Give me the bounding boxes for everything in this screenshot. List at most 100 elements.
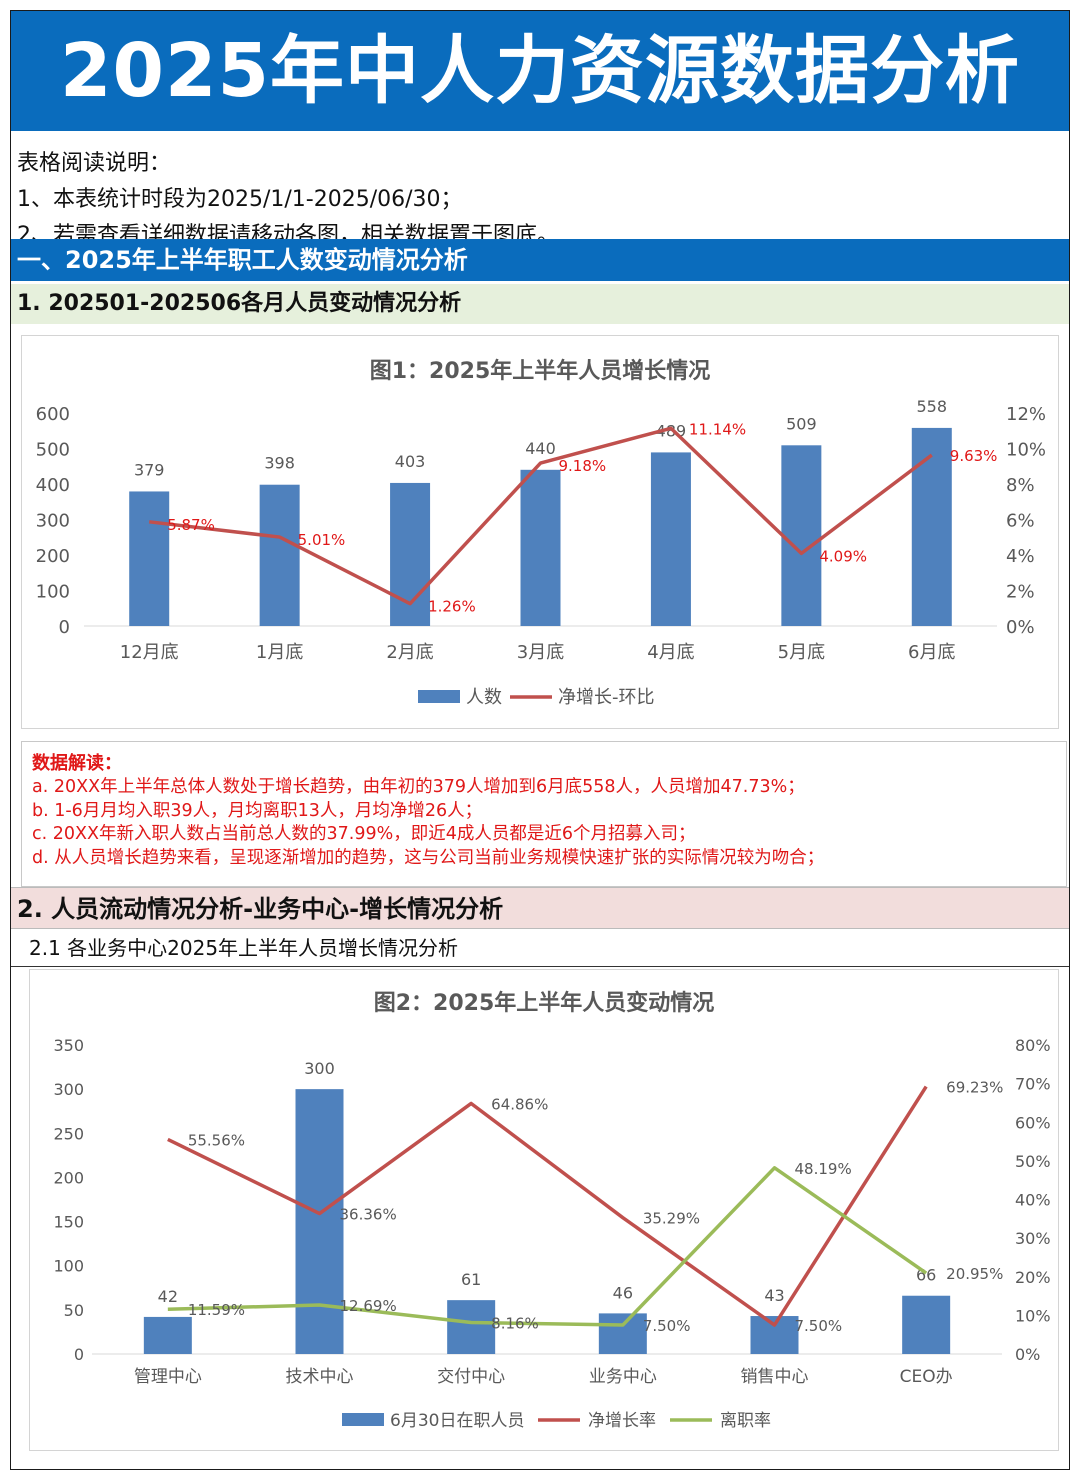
chart-1-y-left-tick: 400 bbox=[36, 475, 70, 496]
chart-2-legend: 6月30日在职人员 净增长率 离职率 bbox=[342, 1411, 771, 1431]
interpretation-b: b. 1-6月月均入职39人，月均离职13人，月均净增26人； bbox=[32, 800, 483, 821]
chart-1-y-left-tick: 100 bbox=[36, 582, 70, 603]
legend-label-growth: 净增长-环比 bbox=[558, 687, 655, 708]
chart-1-bar-label: 379 bbox=[134, 460, 165, 479]
chart-1-y-left-tick: 300 bbox=[36, 511, 70, 532]
chart-2-leave-label: 20.95% bbox=[946, 1265, 1003, 1283]
chart-1-category-label: 12月底 bbox=[120, 642, 179, 663]
chart-1-bar bbox=[520, 469, 561, 626]
chart-2-bar-label: 43 bbox=[764, 1286, 784, 1305]
chart-2-bar bbox=[750, 1316, 799, 1354]
chart-2-y-left-tick: 300 bbox=[53, 1080, 84, 1099]
chart-2-y-left-tick: 0 bbox=[74, 1345, 84, 1364]
chart-2-y-right-tick: 70% bbox=[1015, 1075, 1051, 1094]
chart-2-category-label: 交付中心 bbox=[437, 1367, 505, 1387]
notes-heading: 表格阅读说明： bbox=[17, 151, 172, 176]
chart-1-legend: 人数 净增长-环比 bbox=[418, 687, 655, 708]
chart-1-y-right-tick: 2% bbox=[1006, 582, 1035, 603]
chart-1-y-right-tick: 4% bbox=[1006, 546, 1035, 567]
chart-2-y-right-tick: 30% bbox=[1015, 1229, 1051, 1248]
chart-2-growth-label: 36.36% bbox=[340, 1206, 397, 1224]
legend-swatch-employees bbox=[342, 1413, 384, 1426]
chart-2-y-left-tick: 100 bbox=[53, 1257, 84, 1276]
chart-1-y-right-tick: 8% bbox=[1006, 475, 1035, 496]
chart-2-y-right-tick: 80% bbox=[1015, 1036, 1051, 1055]
chart-1-bar-label: 440 bbox=[525, 439, 556, 458]
chart-2-category-label: 管理中心 bbox=[134, 1367, 202, 1387]
chart-1-category-label: 2月底 bbox=[386, 642, 433, 663]
chart-1-bar bbox=[911, 427, 952, 626]
chart-2-bar-label: 42 bbox=[158, 1287, 178, 1306]
chart-1-bar-label: 398 bbox=[264, 454, 295, 473]
chart-1-line-label: 11.14% bbox=[689, 420, 746, 438]
chart-1-y-right-tick: 0% bbox=[1006, 617, 1035, 638]
chart-2-leave-label: 12.69% bbox=[340, 1297, 397, 1315]
chart-1-container[interactable]: 图1：2025年上半年人员增长情况 0 100 200 300 400 500 600 0%… bbox=[21, 335, 1059, 729]
data-interpretation: 数据解读： a. 20XX年上半年总体人数处于增长趋势，由年初的379人增加到6… bbox=[21, 741, 1067, 887]
chart-2-leave-label: 11.59% bbox=[188, 1301, 245, 1319]
chart-1-bar bbox=[129, 491, 170, 626]
section-2-title: 2. 人员流动情况分析-业务中心-增长情况分析 bbox=[11, 887, 1069, 929]
chart-2-category-label: 销售中心 bbox=[741, 1367, 809, 1387]
chart-2-leave-label: 7.50% bbox=[643, 1317, 691, 1335]
chart-2-y-right-tick: 0% bbox=[1015, 1345, 1040, 1364]
legend-label-leave-rate: 离职率 bbox=[720, 1411, 771, 1431]
chart-1-bar-label: 509 bbox=[786, 414, 817, 433]
chart-2-leave-label: 8.16% bbox=[491, 1314, 539, 1332]
chart-1-bar bbox=[259, 484, 300, 626]
chart-1-bar-label: 403 bbox=[395, 452, 426, 471]
chart-2-y-right-tick: 40% bbox=[1015, 1191, 1051, 1210]
chart-2-leave-label: 48.19% bbox=[795, 1160, 852, 1178]
chart-2-growth-label: 64.86% bbox=[491, 1095, 548, 1113]
chart-1-growth-line bbox=[149, 426, 933, 606]
report-page: 2025年中人力资源数据分析 表格阅读说明： 1、本表统计时段为2025/1/1… bbox=[10, 10, 1070, 1470]
interpretation-c: c. 20XX年新入职人数占当前总人数的37.99%，即近4成人员都是近6个月招… bbox=[32, 824, 696, 844]
chart-1-y-left-tick: 600 bbox=[36, 404, 70, 425]
interpretation-d: d. 从人员增长趋势来看，呈现逐渐增加的趋势，这与公司当前业务规模快速扩张的实际… bbox=[32, 847, 825, 868]
chart-1-y-right-tick: 10% bbox=[1006, 440, 1046, 461]
chart-1-line-label: 1.26% bbox=[428, 598, 476, 616]
chart-2-y-right-tick: 50% bbox=[1015, 1152, 1051, 1171]
section-1-subtitle: 1. 202501-202506各月人员变动情况分析 bbox=[11, 284, 1069, 324]
chart-2-y-left-tick: 50 bbox=[64, 1301, 84, 1320]
chart-2-growth-label: 35.29% bbox=[643, 1210, 700, 1228]
chart-1-y-right-tick: 12% bbox=[1006, 404, 1046, 425]
chart-1-line-label: 9.63% bbox=[950, 447, 998, 465]
chart-2-bar bbox=[447, 1300, 496, 1354]
chart-2-y-left-tick: 350 bbox=[53, 1036, 84, 1055]
chart-1-line-label: 5.87% bbox=[167, 516, 215, 534]
chart-2-container[interactable]: 图2：2025年上半年人员变动情况 0 50 100 150 200 250 300 350 … bbox=[29, 969, 1059, 1451]
interpretation-a: a. 20XX年上半年总体人数处于增长趋势，由年初的379人增加到6月底558人… bbox=[32, 777, 805, 797]
chart-1-line-label: 5.01% bbox=[298, 531, 346, 549]
page-title: 2025年中人力资源数据分析 bbox=[11, 11, 1069, 131]
chart-1-bar bbox=[781, 445, 822, 626]
chart-2-category-label: CEO办 bbox=[900, 1367, 953, 1387]
chart-2-title: 图2：2025年上半年人员变动情况 bbox=[374, 990, 715, 1016]
chart-2-category-label: 业务中心 bbox=[589, 1367, 657, 1387]
chart-2-y-right-tick: 10% bbox=[1015, 1306, 1051, 1325]
legend-swatch-headcount bbox=[418, 690, 460, 703]
legend-label-headcount: 人数 bbox=[466, 687, 502, 708]
chart-1-y-right-tick: 6% bbox=[1006, 511, 1035, 532]
chart-1-bar-label: 558 bbox=[917, 397, 948, 416]
chart-2-y-left-tick: 200 bbox=[53, 1168, 84, 1187]
chart-2-bar-label: 46 bbox=[613, 1283, 633, 1302]
interpretation-title: 数据解读： bbox=[32, 753, 122, 774]
chart-2-leave-line bbox=[167, 1166, 928, 1327]
chart-2-bar bbox=[295, 1089, 344, 1354]
chart-2-bar bbox=[143, 1316, 192, 1354]
chart-1-category-label: 5月底 bbox=[778, 642, 825, 663]
chart-2-category-label: 技术中心 bbox=[286, 1367, 354, 1387]
chart-2-svg: 图2：2025年上半年人员变动情况 050100150200250300350 … bbox=[53, 990, 1051, 1431]
legend-label-growth-rate: 净增长率 bbox=[588, 1411, 656, 1431]
chart-2-growth-label: 7.50% bbox=[795, 1317, 843, 1335]
chart-2-y-left-tick: 150 bbox=[53, 1213, 84, 1232]
chart-2-y-right-tick: 60% bbox=[1015, 1113, 1051, 1132]
chart-2-y-right-tick: 20% bbox=[1015, 1268, 1051, 1287]
chart-1-category-label: 4月底 bbox=[647, 642, 694, 663]
chart-1-line-label: 4.09% bbox=[819, 547, 867, 565]
chart-1-category-label: 3月底 bbox=[517, 642, 564, 663]
chart-2-bar-label: 61 bbox=[461, 1270, 481, 1289]
chart-1-y-left-tick: 500 bbox=[36, 440, 70, 461]
chart-2-growth-line bbox=[167, 1085, 928, 1327]
